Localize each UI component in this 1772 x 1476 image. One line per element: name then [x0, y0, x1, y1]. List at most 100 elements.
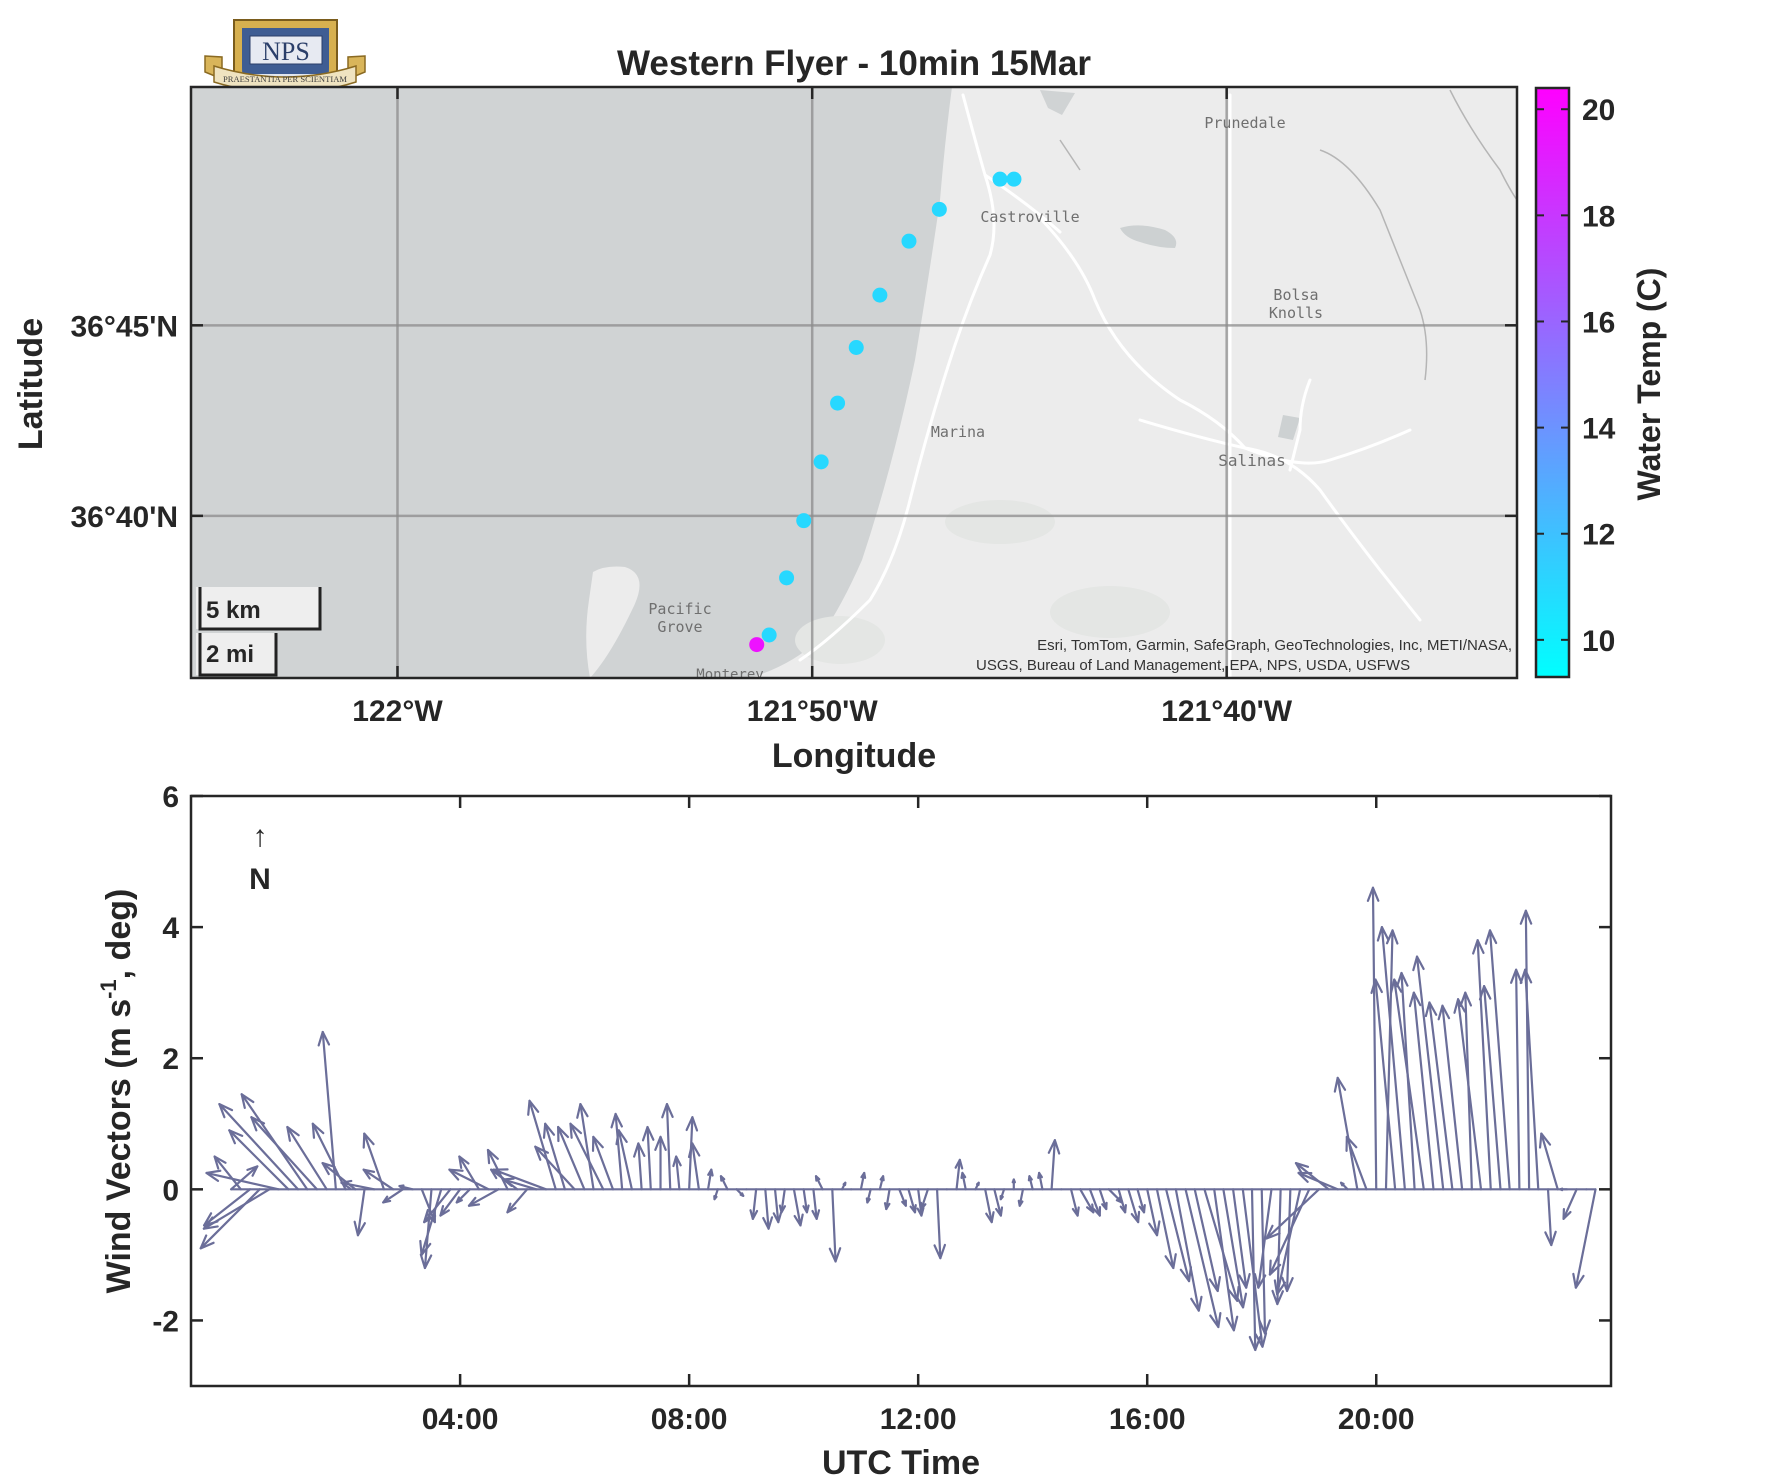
wind-vector	[687, 1142, 701, 1191]
wind-vector	[1146, 1188, 1161, 1237]
figure-title: Western Flyer - 10min 15Mar	[617, 44, 1091, 83]
wind-ylabel: Wind Vectors (m s-1, deg)	[96, 889, 138, 1294]
wind-vector	[506, 1188, 529, 1214]
place-label: Bolsa	[1273, 286, 1318, 304]
place-label: Knolls	[1269, 304, 1323, 322]
wind-vector	[749, 1188, 759, 1220]
map-ylabel: Latitude	[12, 318, 50, 450]
wind-x-tick-label: 20:00	[1338, 1403, 1415, 1436]
wind-vector	[1559, 1187, 1569, 1192]
wind-vector	[439, 1188, 462, 1217]
wind-vector	[762, 1188, 774, 1230]
map-panel: Prunedale Castroville Bolsa Knolls Marin…	[12, 85, 1519, 775]
wind-vector	[1572, 1188, 1597, 1289]
colorbar: 10 12 14 16 18 20 Water Temp (C)	[1534, 86, 1667, 679]
wind-vector	[954, 1158, 964, 1191]
wind-vector	[814, 1175, 824, 1191]
wind-vector	[1519, 968, 1540, 1191]
wind-vector	[1203, 1188, 1240, 1302]
wind-vector	[419, 1188, 433, 1270]
map-y-tick-label: 36°40'N	[70, 501, 178, 534]
wind-vector	[1155, 1188, 1177, 1270]
north-indicator: ↑ N	[249, 820, 271, 896]
wind-vector	[1117, 1188, 1127, 1214]
place-label: Monterey	[696, 667, 763, 683]
wind-vector	[828, 1188, 842, 1263]
wind-vector	[1424, 1001, 1454, 1191]
track-point	[779, 570, 795, 586]
colorbar-tick-label: 18	[1582, 200, 1615, 233]
wind-vector	[1345, 1135, 1368, 1191]
wind-vector	[1370, 978, 1397, 1191]
wind-vector	[1562, 1188, 1578, 1220]
map-x-tick-label: 121°50'W	[747, 695, 879, 728]
wind-vector	[898, 1188, 907, 1207]
map-frame	[189, 85, 1519, 680]
wind-vector	[615, 1129, 633, 1191]
place-labels: Prunedale Castroville Bolsa Knolls Marin…	[648, 114, 1323, 683]
colorbar-tick-label: 16	[1582, 306, 1615, 339]
wind-vector	[205, 1169, 280, 1191]
wind-vector	[1079, 1188, 1095, 1214]
wind-vector	[1294, 1162, 1330, 1191]
wind-vector	[286, 1125, 328, 1191]
wind-vector	[1478, 985, 1502, 1191]
wind-vector	[1047, 1139, 1061, 1191]
place-label: Marina	[931, 423, 985, 441]
wind-frame	[189, 794, 1613, 1388]
wind-vector	[984, 1188, 995, 1224]
wind-vector	[654, 1135, 667, 1191]
scale-bar: 5 km 2 mi	[196, 587, 322, 677]
wind-vector	[1544, 1188, 1557, 1247]
wind-vector	[859, 1171, 867, 1191]
wind-ylabel-main: Wind Vectors (m s	[100, 999, 138, 1293]
track-point	[796, 513, 812, 529]
wind-vector	[382, 1188, 404, 1204]
wind-vector	[1366, 886, 1380, 1191]
place-label: Salinas	[1218, 451, 1285, 470]
wind-x-tick-label: 08:00	[651, 1403, 728, 1436]
colorbar-tick-label: 10	[1582, 625, 1615, 658]
colorbar-label: Water Temp (C)	[1631, 268, 1667, 501]
wind-vector	[1248, 1188, 1262, 1352]
wind-vector	[1127, 1188, 1141, 1224]
wind-vector	[993, 1188, 1004, 1217]
wind-vector	[719, 1175, 729, 1191]
map-x-tick-label: 122°W	[352, 695, 443, 728]
wind-x-tick-label: 16:00	[1109, 1403, 1186, 1436]
north-label: N	[249, 863, 271, 896]
wind-vector	[1297, 1171, 1339, 1191]
scale-bar-mi: 2 mi	[206, 641, 254, 668]
wind-vector	[1484, 929, 1511, 1191]
track-point	[901, 233, 917, 249]
wind-vector	[1389, 978, 1425, 1191]
wind-y-tick-label: 4	[162, 912, 179, 945]
wind-vector	[1408, 991, 1435, 1191]
track-point	[992, 171, 1008, 187]
wind-vector	[778, 1188, 787, 1214]
wind-vector	[772, 1188, 783, 1224]
wind-vector	[1258, 1188, 1271, 1335]
place-label: Castroville	[980, 208, 1079, 226]
place-label: Prunedale	[1204, 114, 1285, 132]
wind-vector	[1069, 1188, 1080, 1217]
ocean	[191, 87, 952, 678]
wind-vector	[1265, 1188, 1321, 1240]
map-x-tick-label: 121°40'W	[1161, 695, 1293, 728]
wind-vector	[1333, 1076, 1359, 1191]
wind-vector	[1538, 1132, 1559, 1191]
wind-vector	[591, 1135, 615, 1191]
wind-vector	[633, 1142, 646, 1191]
wind-y-tick-label: 6	[162, 781, 179, 814]
wind-vector	[792, 1188, 804, 1227]
colorbar-tick-label: 20	[1582, 94, 1615, 127]
wind-vector	[883, 1188, 891, 1211]
wind-vector	[811, 1188, 821, 1220]
wind-vector	[1011, 1178, 1016, 1191]
wind-vector	[229, 1165, 259, 1191]
track-point	[830, 395, 846, 411]
wind-vector	[1037, 1171, 1044, 1191]
wind-y-tick-label: 0	[162, 1174, 179, 1207]
wind-vector	[557, 1125, 586, 1191]
wind-vector	[534, 1145, 576, 1191]
